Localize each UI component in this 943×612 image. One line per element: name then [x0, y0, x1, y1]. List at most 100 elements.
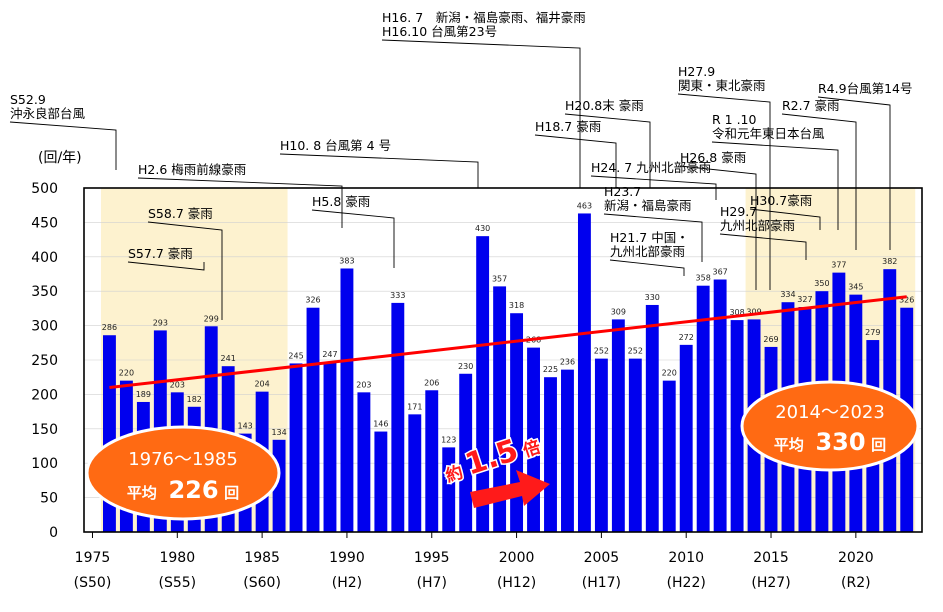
event-annotation-text: H10. 8 台風第 4 号 [280, 138, 391, 153]
event-leader-line [381, 39, 581, 188]
bar-2002 [544, 377, 557, 532]
event-annotation-2012: H24. 7 九州北部豪雨 [590, 160, 717, 200]
event-leader-line [603, 213, 703, 262]
y-tick-label: 300 [31, 319, 58, 335]
bar-value-label: 123 [441, 435, 456, 444]
bar-value-label: 203 [356, 380, 371, 389]
x-tick-era: (S50) [74, 575, 112, 591]
bar-value-label: 286 [102, 323, 117, 332]
bar-value-label: 203 [170, 380, 185, 389]
average-value-recent: 330 [815, 428, 865, 456]
x-tick-era: (H27) [751, 575, 790, 591]
bar-2008 [645, 304, 659, 532]
average-unit-early: 回 [224, 484, 239, 502]
event-annotation-2022: R4.9台風第14号 [817, 81, 912, 250]
bar-1987 [289, 363, 303, 532]
bar-value-label: 333 [390, 291, 405, 300]
bar-value-label: 230 [458, 362, 473, 371]
x-tick-era: (H2) [332, 575, 362, 591]
bar-1997 [459, 373, 473, 532]
x-tick-label: 1975 [75, 550, 111, 566]
y-tick-label: 350 [31, 284, 58, 300]
bar-1993 [391, 302, 405, 532]
x-tick-label: 2015 [753, 550, 789, 566]
bar-1995 [425, 390, 439, 532]
average-text-early: 平均 [127, 484, 157, 502]
event-annotation-text: H5.8 豪雨 [312, 194, 370, 209]
event-leader-line [311, 209, 395, 268]
average-period-recent: 2014〜2023 [775, 402, 885, 423]
event-annotation-text: H21.7 中国・ [610, 230, 689, 245]
plot-frame [83, 187, 923, 533]
bar-value-label: 318 [509, 301, 524, 310]
bar-value-label: 309 [746, 307, 761, 316]
event-annotation-text: 新潟・福島豪雨 [604, 198, 692, 213]
bar-value-label: 241 [221, 354, 236, 363]
x-tick-label: 1995 [414, 550, 450, 566]
event-annotation-1993: H5.8 豪雨 [311, 194, 395, 268]
bar-value-label: 245 [288, 351, 303, 360]
bar-value-label: 345 [848, 283, 863, 292]
event-leader-line [719, 233, 807, 260]
y-tick-label: 150 [31, 422, 58, 438]
bar-value-label: 272 [679, 333, 694, 342]
growth-arrow [470, 470, 550, 508]
event-annotation-text: 令和元年東日本台風 [712, 126, 825, 141]
event-annotation-text: H16.10 台風第23号 [382, 24, 497, 39]
event-annotation-text: H24. 7 九州北部豪雨 [591, 160, 711, 175]
event-leader-line [677, 93, 771, 290]
event-annotation-text: H18.7 豪雨 [535, 119, 601, 134]
event-annotation-text: 九州北部豪雨 [720, 218, 795, 233]
y-tick-label: 400 [31, 250, 58, 266]
bar-2003 [561, 369, 574, 532]
bar-value-label: 143 [238, 422, 253, 431]
bar-value-label: 309 [611, 307, 626, 316]
event-annotation-text: R2.7 豪雨 [782, 98, 840, 113]
bar-value-label: 308 [729, 308, 744, 317]
bar-value-label: 334 [780, 290, 795, 299]
bar-value-label: 327 [797, 295, 812, 304]
y-tick-label: 450 [31, 215, 58, 231]
event-leader-line [679, 165, 757, 290]
event-leader-line [609, 259, 685, 276]
event-leader-line [137, 177, 343, 228]
bar-value-label: 134 [271, 428, 286, 437]
event-annotation-2020: R2.7 豪雨 [781, 98, 857, 250]
event-annotation-text: 関東・東北豪雨 [678, 78, 766, 93]
x-tick-era: (H22) [667, 575, 706, 591]
event-leader-line [590, 175, 717, 200]
bar-2000 [510, 313, 524, 532]
bar-2005 [594, 358, 608, 532]
bar-value-label: 189 [136, 390, 151, 399]
average-unit-recent: 回 [871, 436, 886, 454]
bar-1992 [374, 431, 388, 532]
y-tick-label: 500 [31, 181, 58, 197]
event-annotation-text: H26.8 豪雨 [680, 150, 746, 165]
bar-value-label: 204 [254, 380, 269, 389]
event-annotation-2018: H30.7豪雨 [749, 193, 821, 230]
event-leader-line [711, 141, 839, 230]
x-tick-era: (H7) [417, 575, 447, 591]
event-leader-line [534, 134, 617, 188]
bar-1990 [340, 268, 354, 532]
x-tick-era: (S60) [243, 575, 281, 591]
bar-value-label: 225 [543, 365, 558, 374]
bar-value-label: 326 [899, 296, 914, 305]
x-tick-label: 1980 [159, 550, 195, 566]
y-tick-label: 100 [31, 456, 58, 472]
bar-1996 [442, 447, 456, 532]
event-annotation-2014: H26.8 豪雨 [679, 150, 757, 290]
bar-value-label: 171 [407, 402, 422, 411]
event-annotation-text: S57.7 豪雨 [128, 246, 193, 261]
event-leader-line [9, 121, 117, 170]
x-tick-label: 1990 [329, 550, 365, 566]
bar-value-label: 382 [882, 257, 897, 266]
x-tick-era: (H12) [497, 575, 536, 591]
bar-value-label: 206 [424, 378, 439, 387]
trend-line [109, 295, 907, 390]
event-leader-line [781, 113, 857, 250]
bar-1988 [306, 307, 320, 532]
x-tick-era: (S55) [158, 575, 196, 591]
